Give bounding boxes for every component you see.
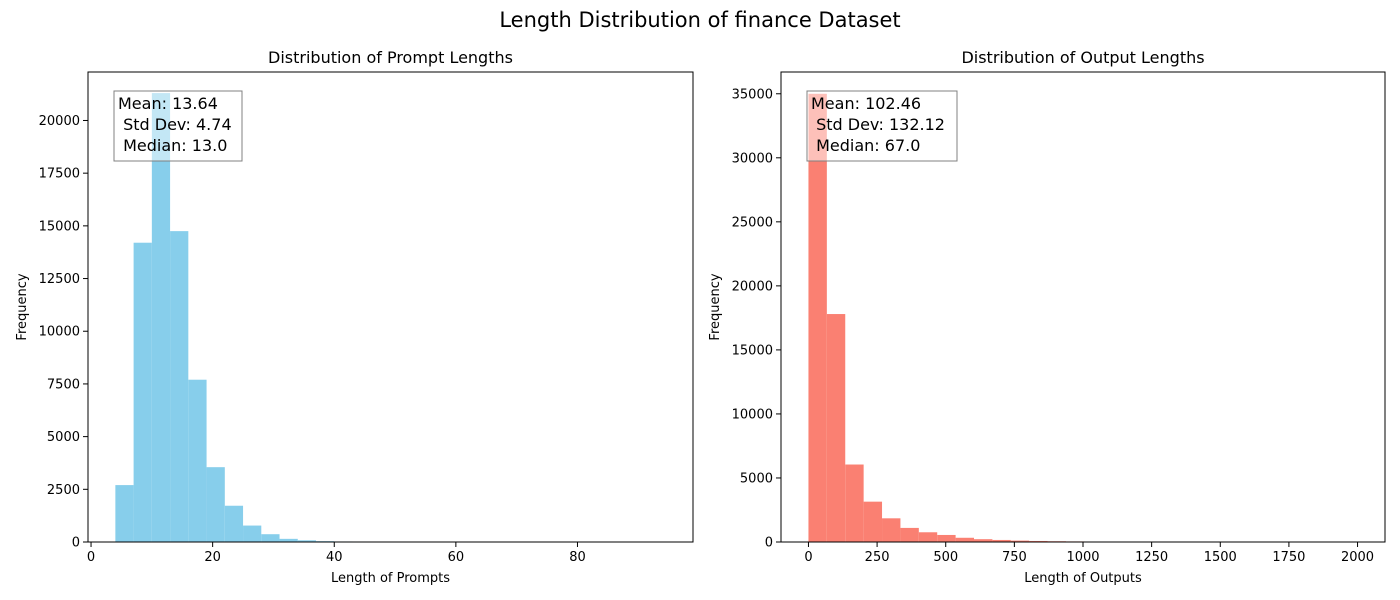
prompt-x-tick-label: 0 <box>87 550 95 565</box>
prompt-bar <box>188 379 207 542</box>
prompt-bar <box>115 485 134 542</box>
output-x-tick-label: 1250 <box>1135 550 1168 565</box>
prompt-x-tick-label: 60 <box>448 550 465 565</box>
prompt-stats-box <box>113 90 243 162</box>
output-bar <box>808 93 827 542</box>
output-x-tick-label: 250 <box>865 550 890 565</box>
prompt-y-tick-label: 2500 <box>47 483 80 498</box>
output-bar <box>1010 540 1030 542</box>
output-y-tick-label: 30000 <box>732 151 773 166</box>
output-bar <box>882 518 901 542</box>
output-bar <box>845 464 864 542</box>
output-bar <box>955 537 975 542</box>
prompt-bar <box>224 505 244 542</box>
prompt-stats-line: Mean: 13.64 <box>118 94 218 113</box>
output-x-tick-label: 500 <box>933 550 958 565</box>
prompt-bar <box>243 525 262 542</box>
output-y-tick-label: 25000 <box>732 215 773 230</box>
figure-title: Length Distribution of finance Dataset <box>499 8 901 32</box>
output-stats-line: Std Dev: 132.12 <box>811 115 945 134</box>
prompt-y-tick-label: 20000 <box>39 114 80 129</box>
prompt-y-tick-label: 10000 <box>39 325 80 340</box>
output-stats-line: Median: 67.0 <box>811 136 920 155</box>
output-stats-line: Mean: 102.46 <box>811 94 921 113</box>
output-x-tick-label: 0 <box>804 550 812 565</box>
prompt-bar <box>133 242 152 543</box>
output-bar <box>826 314 846 542</box>
output-x-tick-label: 1500 <box>1204 550 1237 565</box>
prompt-y-tick-label: 17500 <box>39 167 80 182</box>
prompt-y-tick-label: 0 <box>72 536 80 551</box>
output-x-axis-label: Length of Outputs <box>1024 571 1142 586</box>
prompt-axes-frame <box>87 71 694 543</box>
prompt-bar <box>297 540 317 542</box>
output-y-tick-label: 15000 <box>732 343 773 358</box>
output-bar <box>1029 540 1048 542</box>
prompt-bar <box>261 534 280 542</box>
prompt-x-tick-label: 40 <box>326 550 343 565</box>
output-x-tick-label: 2000 <box>1341 550 1374 565</box>
output-bar <box>937 534 956 542</box>
prompt-bar <box>151 93 171 542</box>
output-y-tick-label: 20000 <box>732 279 773 294</box>
output-x-tick-label: 1000 <box>1066 550 1099 565</box>
output-bar <box>974 539 993 542</box>
output-x-tick-label: 1750 <box>1272 550 1305 565</box>
output-bar <box>900 527 919 542</box>
output-bar <box>918 532 938 542</box>
prompt-stats-line: Std Dev: 4.74 <box>118 115 232 134</box>
output-x-tick-label: 750 <box>1002 550 1027 565</box>
output-y-tick-label: 0 <box>765 536 773 551</box>
prompt-y-tick-label: 12500 <box>39 272 80 287</box>
prompt-y-tick-label: 5000 <box>47 430 80 445</box>
output-bar <box>863 501 883 542</box>
output-y-tick-label: 5000 <box>740 471 773 486</box>
prompt-x-tick-label: 20 <box>204 550 221 565</box>
prompt-x-tick-label: 80 <box>569 550 586 565</box>
output-y-axis-label: Frequency <box>708 273 723 340</box>
prompt-chart-title: Distribution of Prompt Lengths <box>268 48 513 67</box>
output-bar <box>992 539 1011 542</box>
output-y-tick-label: 35000 <box>732 87 773 102</box>
prompt-y-axis-label: Frequency <box>15 273 30 340</box>
output-chart-title: Distribution of Output Lengths <box>961 48 1204 67</box>
prompt-bar <box>206 467 225 542</box>
prompt-y-tick-label: 7500 <box>47 377 80 392</box>
prompt-bar <box>279 538 298 542</box>
output-y-tick-label: 10000 <box>732 407 773 422</box>
prompt-x-axis-label: Length of Prompts <box>331 571 450 586</box>
prompt-stats-line: Median: 13.0 <box>118 136 227 155</box>
output-stats-box <box>806 90 958 162</box>
prompt-y-tick-label: 15000 <box>39 219 80 234</box>
prompt-bar <box>170 231 189 543</box>
